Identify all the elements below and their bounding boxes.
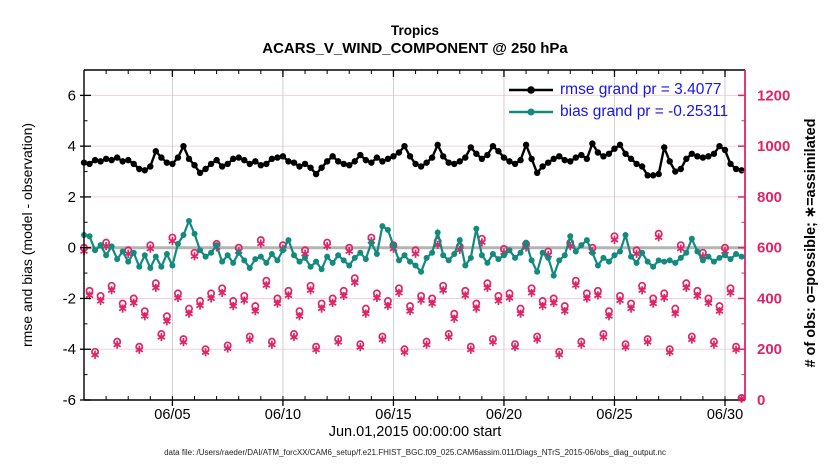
left-axis-label: rmse and bias (model - observation) (19, 122, 35, 348)
bias-line (81, 218, 745, 280)
svg-text:0: 0 (757, 392, 765, 409)
tick-marks (80, 70, 745, 406)
svg-text:-4: -4 (63, 341, 76, 358)
legend-label-rmse: rmse grand pr = 3.4077 (560, 81, 722, 98)
svg-text:-2: -2 (63, 290, 76, 307)
variable-title: ACARS_V_WIND_COMPONENT @ 250 hPa (262, 40, 568, 57)
chart-title: Tropics ACARS_V_WIND_COMPONENT @ 250 hPa (84, 22, 746, 58)
x-axis-label: Jun.01,2015 00:00:00 start (328, 424, 502, 440)
svg-text:4: 4 (68, 138, 76, 155)
svg-text:400: 400 (757, 290, 782, 307)
rmse-line-sample-icon (509, 86, 553, 94)
svg-text:0: 0 (68, 240, 76, 257)
svg-text:06/10: 06/10 (265, 407, 301, 423)
right-axis-label: # of obs: o=possible; ∗=assimilated (803, 118, 819, 368)
svg-text:06/05: 06/05 (154, 407, 190, 423)
bias-line-sample-icon (509, 108, 553, 116)
svg-text:1200: 1200 (757, 87, 790, 104)
region-title: Tropics (390, 23, 439, 38)
legend-label-bias: bias grand pr = -0.25311 (560, 103, 729, 120)
legend-item-rmse: rmse grand pr = 3.4077 (508, 79, 728, 101)
svg-text:800: 800 (757, 189, 782, 206)
tick-labels: 06/05 06/10 06/15 06/20 06/25 06/30 -6 -4 -2 0 2 4 6… (63, 87, 791, 423)
legend-item-bias: bias grand pr = -0.25311 (508, 101, 728, 123)
obs-assimilated-markers (80, 233, 746, 403)
data-file-path: data file: /Users/raeder/DAI/ATM_forcXX/… (164, 448, 666, 457)
svg-text:600: 600 (757, 240, 782, 257)
rmse-line (80, 140, 745, 179)
svg-text:200: 200 (757, 341, 782, 358)
svg-text:06/15: 06/15 (375, 407, 411, 423)
svg-text:06/25: 06/25 (596, 407, 632, 423)
svg-text:06/30: 06/30 (707, 407, 743, 423)
svg-text:2: 2 (68, 189, 76, 206)
svg-text:06/20: 06/20 (486, 407, 522, 423)
legend: rmse grand pr = 3.4077 bias grand pr = -… (508, 79, 728, 123)
svg-text:6: 6 (68, 87, 76, 104)
svg-text:1000: 1000 (757, 138, 790, 155)
svg-text:-6: -6 (63, 392, 76, 409)
